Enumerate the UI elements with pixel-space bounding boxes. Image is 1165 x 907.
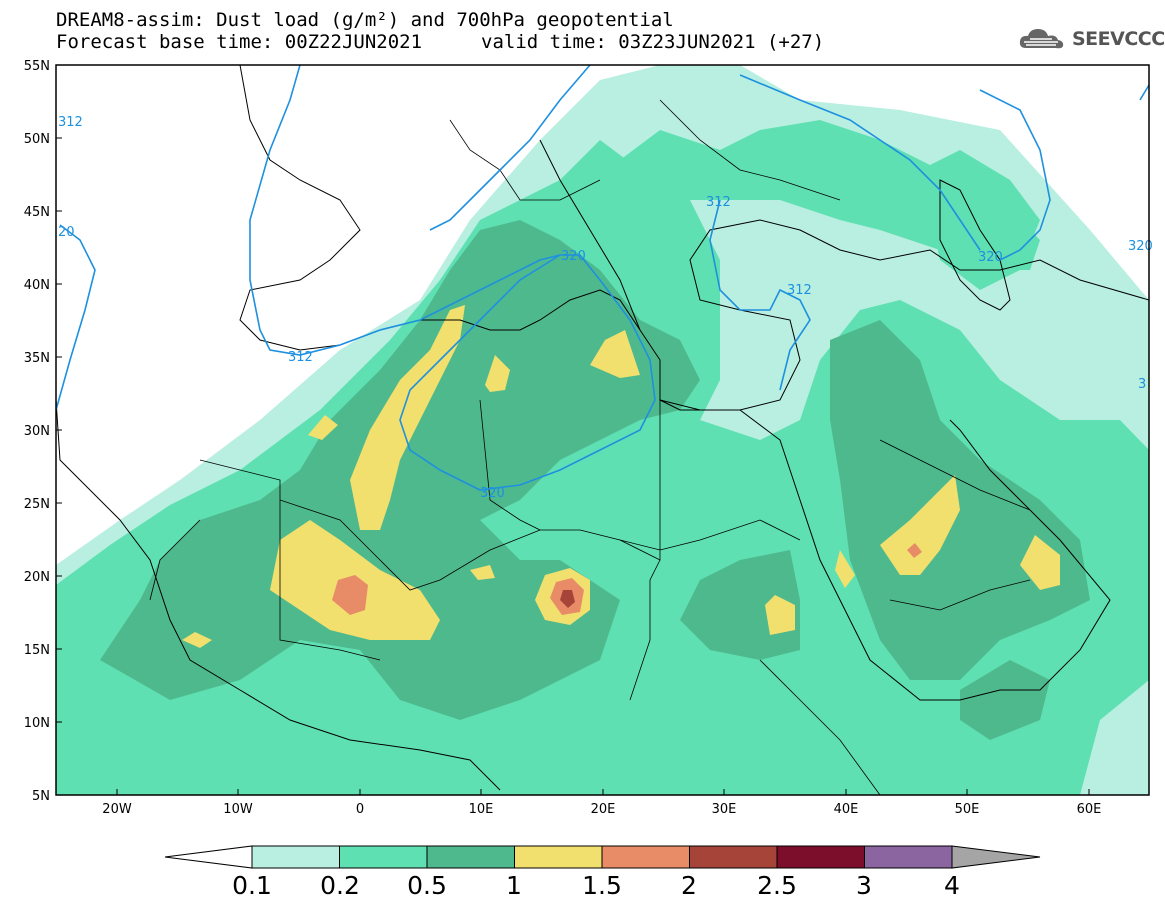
lon-label: 20W <box>102 802 132 817</box>
dust-level-1.5-west <box>332 575 368 615</box>
colorbar-label: 0.1 <box>232 871 272 900</box>
dust-level-1-senegal <box>182 632 212 648</box>
contour-label: 320 <box>480 486 505 501</box>
dust-level-1-algeria <box>308 415 338 440</box>
colorbar-label: 3 <box>856 871 872 900</box>
longitude-axis: 20W 10W 0 10E 20E 30E 40E 50E 60E <box>102 789 1101 817</box>
lon-label: 60E <box>1077 802 1102 817</box>
colorbar-left-arrow <box>164 845 253 869</box>
lat-label: 25N <box>24 497 50 512</box>
colorbar-label: 0.2 <box>320 871 360 900</box>
contour-label: 312 <box>58 115 83 130</box>
valid-time: valid time: 03Z23JUN2021 (+27) <box>481 31 825 53</box>
geopotential-contours <box>56 65 1149 491</box>
contour-label: 320 <box>978 250 1003 265</box>
colorbar-label: 0.5 <box>407 871 447 900</box>
lat-label: 40N <box>24 278 50 293</box>
dust-level-1.5-arabia <box>907 543 922 558</box>
dust-level-2-chad <box>560 590 575 608</box>
contour-label: 20 <box>58 225 75 240</box>
lat-label: 10N <box>24 716 50 731</box>
cloud-icon <box>1019 29 1064 49</box>
lon-label: 50E <box>955 802 980 817</box>
dust-level-1-sudan <box>765 595 795 635</box>
colorbar-label: 4 <box>944 871 960 900</box>
lat-label: 5N <box>32 789 50 804</box>
lat-label: 45N <box>24 205 50 220</box>
contour-label: 320 <box>1128 239 1153 254</box>
lon-label: 10E <box>469 802 494 817</box>
contour-label: 312 <box>787 283 812 298</box>
colorbar-cell <box>601 845 690 869</box>
seevccc-logo: SEEVCCC <box>1018 24 1165 54</box>
dust-fields <box>56 65 1149 795</box>
country-borders <box>149 99 1031 795</box>
latitude-axis: 55N 50N 45N 40N 35N 30N 25N 20N 15N 10N … <box>24 59 62 804</box>
dust-level-1-oman <box>1020 535 1060 590</box>
colorbar-cell <box>689 845 778 869</box>
colorbar-label: 2 <box>681 871 697 900</box>
lon-label: 0 <box>356 802 364 817</box>
lat-label: 15N <box>24 643 50 658</box>
lon-label: 20E <box>591 802 616 817</box>
dust-level-0.5-horn <box>960 660 1050 740</box>
colorbar-right-arrow <box>951 845 1041 869</box>
dust-level-1-redsea <box>835 550 855 588</box>
colorbar-cell <box>864 845 953 869</box>
colorbar <box>164 845 1041 869</box>
lon-label: 10W <box>223 802 253 817</box>
dust-level-1-niger <box>470 565 495 580</box>
logo-text: SEEVCCC <box>1072 28 1165 50</box>
colorbar-cell <box>776 845 865 869</box>
colorbar-label: 2.5 <box>757 871 797 900</box>
lat-label: 30N <box>24 424 50 439</box>
dust-level-1-arabia <box>880 475 960 575</box>
dust-level-1-tunisia <box>485 355 510 392</box>
lon-label: 40E <box>834 802 859 817</box>
contour-label: 312 <box>706 195 731 210</box>
colorbar-cell <box>251 845 340 869</box>
colorbar-label: 1.5 <box>582 871 622 900</box>
dust-level-1-med <box>590 330 640 378</box>
colorbar-cell <box>339 845 428 869</box>
dust-level-1-streak <box>350 305 465 530</box>
contour-label: 312 <box>288 350 313 365</box>
lon-label: 30E <box>712 802 737 817</box>
lat-label: 35N <box>24 351 50 366</box>
contour-labels: 312 312 320 320 320 312 312 320 3 20 <box>58 115 1153 501</box>
map-title-line-1: DREAM8-assim: Dust load (g/m²) and 700hP… <box>56 9 674 31</box>
coastlines <box>56 65 1149 791</box>
lat-label: 50N <box>24 132 50 147</box>
colorbar-cell <box>426 845 515 869</box>
lat-label: 55N <box>24 59 50 74</box>
lat-label: 20N <box>24 570 50 585</box>
colorbar-cell <box>514 845 603 869</box>
dust-level-0.5-arabia <box>830 320 1090 680</box>
colorbar-label: 1 <box>506 871 522 900</box>
contour-label: 320 <box>561 249 586 264</box>
contour-label: 3 <box>1138 377 1146 392</box>
forecast-base-time: Forecast base time: 00Z22JUN2021 <box>56 31 423 53</box>
